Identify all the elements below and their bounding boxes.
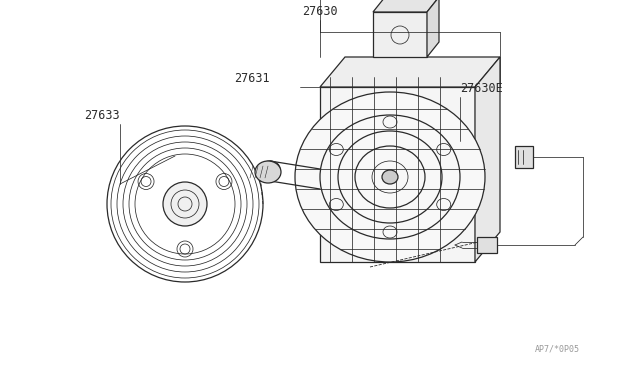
Polygon shape	[515, 146, 533, 168]
Polygon shape	[427, 0, 439, 57]
Ellipse shape	[382, 170, 398, 184]
Text: 27630E: 27630E	[460, 82, 503, 95]
Polygon shape	[373, 0, 439, 12]
Text: 27630: 27630	[302, 5, 338, 18]
Ellipse shape	[163, 182, 207, 226]
Ellipse shape	[255, 161, 281, 183]
Ellipse shape	[260, 161, 280, 177]
Polygon shape	[475, 57, 500, 262]
Text: 27633: 27633	[84, 109, 120, 122]
Polygon shape	[320, 87, 475, 262]
Polygon shape	[477, 237, 497, 253]
Text: 27631: 27631	[234, 72, 270, 85]
Polygon shape	[373, 12, 427, 57]
Ellipse shape	[295, 92, 485, 262]
Text: AP7/*0P05: AP7/*0P05	[535, 345, 580, 354]
Polygon shape	[320, 57, 500, 87]
